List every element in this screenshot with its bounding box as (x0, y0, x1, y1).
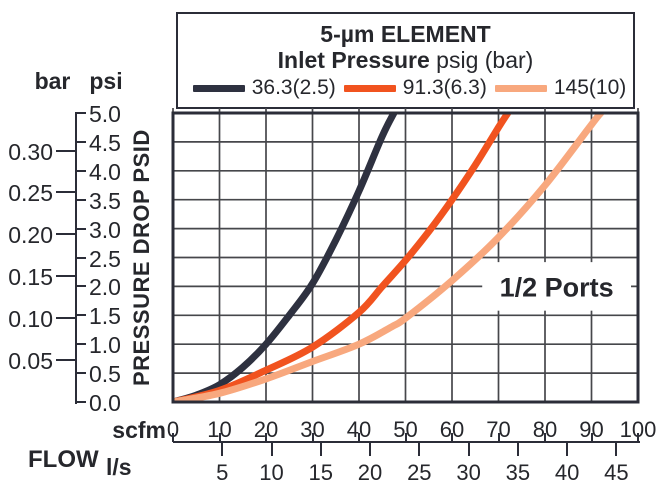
bar-tick (56, 149, 75, 152)
legend-row: 36.3(2.5) 91.3(6.3) 145(10) (185, 76, 626, 100)
ls-tick (615, 443, 618, 456)
bar-tick (56, 233, 75, 236)
psi-tick (77, 112, 86, 114)
legend-item: 91.3(6.3) (336, 76, 487, 100)
psi-axis-line (75, 112, 77, 404)
legend-line-swatch (192, 84, 245, 92)
y-unit-psi: psi (89, 68, 123, 94)
x-unit-scfm: scfm (112, 417, 166, 443)
legend-line-swatch (494, 84, 547, 92)
ls-tick (516, 443, 519, 456)
subtitle-units: psig (bar) (429, 47, 534, 73)
bar-tick-label: 0.05 (8, 348, 53, 375)
subtitle-bold: Inlet Pressure (277, 47, 430, 73)
psi-tick-label: 3.0 (89, 216, 121, 243)
scfm-tick (451, 433, 453, 442)
psi-tick-label: 4.5 (89, 129, 121, 156)
scfm-tick (637, 433, 639, 442)
psi-tick (77, 227, 86, 230)
bar-tick (56, 275, 75, 278)
ls-tick-label: 40 (554, 460, 580, 485)
bar-tick-label: 0.30 (8, 138, 53, 165)
ls-tick-label: 20 (357, 460, 383, 485)
ls-tick-label: 35 (505, 460, 531, 485)
ls-tick-label: 25 (407, 460, 432, 485)
ls-tick-label: 15 (308, 460, 334, 485)
ls-tick (369, 443, 372, 456)
chart-legend-box: 5-µm ELEMENT Inlet Pressure psig (bar) 3… (176, 12, 635, 109)
bar-tick-label: 0.10 (8, 306, 53, 333)
scfm-tick (404, 433, 407, 442)
psi-tick-label: 0.0 (89, 390, 121, 416)
psi-tick-label: 2.0 (89, 274, 121, 301)
legend-line-swatch (343, 84, 396, 92)
curve-36.3-2.5- (173, 113, 398, 402)
legend-label: 91.3(6.3) (402, 76, 487, 99)
bar-tick-label: 0.25 (8, 180, 53, 207)
x-unit-ls: l/s (106, 454, 132, 480)
ls-tick-label: 10 (259, 460, 284, 485)
ports-annotation-box (482, 262, 632, 311)
scfm-tick (590, 433, 593, 442)
bar-tick (56, 191, 75, 194)
ls-tick (467, 443, 470, 456)
scfm-tick (544, 433, 546, 442)
psi-tick (77, 198, 86, 201)
scfm-tick (358, 433, 360, 442)
bar-tick (56, 317, 75, 320)
psi-tick-label: 0.5 (89, 361, 121, 388)
y-axis-title: PRESSURE DROP PSID (129, 129, 154, 386)
ls-tick-label: 45 (604, 460, 629, 485)
plot-border (171, 111, 640, 404)
ls-tick (566, 443, 569, 456)
ls-tick (418, 443, 421, 456)
x-axis-title: FLOW (28, 446, 99, 473)
psi-tick-label: 1.0 (89, 332, 121, 359)
legend-item: 145(10) (487, 76, 626, 100)
psi-tick (77, 285, 86, 288)
ls-tick (221, 443, 224, 456)
psi-tick (77, 343, 86, 346)
psi-tick (77, 401, 86, 403)
ports-annotation: 1/2 Ports (500, 272, 614, 302)
scfm-tick (497, 433, 500, 442)
ls-tick-label: 30 (456, 460, 481, 485)
curve-145-10- (173, 113, 605, 402)
scfm-tick (311, 433, 314, 442)
bar-tick-label: 0.20 (8, 222, 53, 249)
psi-tick-label: 4.0 (89, 158, 121, 185)
psi-tick-label: 2.5 (89, 245, 121, 272)
ls-tick (319, 443, 322, 456)
chart-title: 5-µm ELEMENT (320, 21, 491, 47)
legend-item: 36.3(2.5) (185, 76, 336, 100)
psi-tick (77, 372, 86, 375)
psi-tick-label: 1.5 (89, 303, 121, 330)
plot-area: 1/2 Ports (171, 108, 640, 404)
scfm-tick (172, 433, 174, 442)
ls-tick-label: 5 (216, 460, 229, 485)
psi-tick-label: 5.0 (89, 101, 121, 127)
ls-tick (270, 443, 273, 456)
psi-tick (77, 169, 86, 172)
chart-subtitle: Inlet Pressure psig (bar) (278, 47, 534, 73)
curve-91.3-6.3- (173, 113, 512, 402)
scfm-tick (265, 433, 267, 442)
legend-label: 145(10) (553, 76, 627, 99)
legend-label: 36.3(2.5) (251, 76, 336, 99)
bar-tick-label: 0.15 (8, 264, 53, 291)
psi-tick (77, 314, 86, 317)
y-unit-bar: bar (34, 68, 71, 94)
bar-tick (56, 359, 75, 362)
psi-tick (77, 256, 86, 259)
scfm-tick-label: 0 (166, 417, 180, 442)
ls-axis-line (173, 441, 640, 443)
scfm-tick (218, 433, 221, 442)
psi-tick-label: 3.5 (89, 187, 121, 214)
psi-tick (77, 140, 86, 143)
